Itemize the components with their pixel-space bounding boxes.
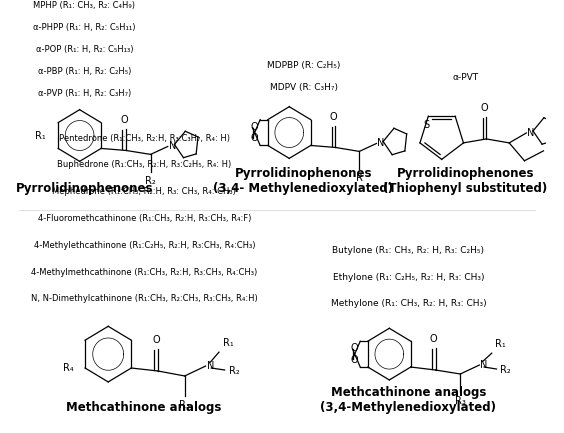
Text: O: O (120, 115, 128, 125)
Text: N: N (481, 360, 488, 370)
Text: Pyrrolidinophenones
(Thiophenyl substituted): Pyrrolidinophenones (Thiophenyl substitu… (384, 167, 548, 195)
Text: R₃: R₃ (179, 400, 190, 410)
Text: R₂: R₂ (228, 366, 239, 376)
Text: Methylone (R₁: CH₃, R₂: H, R₃: CH₃): Methylone (R₁: CH₃, R₂: H, R₃: CH₃) (331, 300, 486, 308)
Text: 4-Fluoromethcathinone (R₁:CH₃, R₂:H, R₃:CH₃, R₄:F): 4-Fluoromethcathinone (R₁:CH₃, R₂:H, R₃:… (38, 214, 251, 223)
Text: α-PBP (R₁: H, R₂: C₂H₅): α-PBP (R₁: H, R₂: C₂H₅) (38, 67, 131, 76)
Text: Pentedrone (R₁:CH₃, R₂:H, R₃:C₃H₇, R₄: H): Pentedrone (R₁:CH₃, R₂:H, R₃:C₃H₇, R₄: H… (59, 133, 230, 142)
Text: O: O (430, 334, 438, 344)
Text: N, N-Dimethylcathinone (R₁:CH₃, R₂:CH₃, R₃:CH₃, R₄:H): N, N-Dimethylcathinone (R₁:CH₃, R₂:CH₃, … (31, 294, 258, 304)
Text: S: S (424, 120, 429, 130)
Text: MDPBP (R: C₂H₅): MDPBP (R: C₂H₅) (267, 61, 340, 70)
Text: Methcathinone analogs
(3,4-Methylenedioxylated): Methcathinone analogs (3,4-Methylenediox… (320, 386, 496, 414)
Text: O: O (351, 355, 358, 365)
Text: MDPV (R: C₃H₇): MDPV (R: C₃H₇) (270, 83, 337, 92)
Text: R₃: R₃ (455, 396, 466, 406)
Text: Ethylone (R₁: C₂H₅, R₂: H, R₃: CH₃): Ethylone (R₁: C₂H₅, R₂: H, R₃: CH₃) (333, 273, 484, 281)
Text: R₂: R₂ (500, 365, 511, 375)
Text: 4-Methylethcathinone (R₁:C₂H₅, R₂:H, R₃:CH₃, R₄:CH₃): 4-Methylethcathinone (R₁:C₂H₅, R₂:H, R₃:… (34, 241, 255, 250)
Text: 4-Methylmethcathinone (R₁:CH₃, R₂:H, R₃:CH₃, R₄:CH₃): 4-Methylmethcathinone (R₁:CH₃, R₂:H, R₃:… (31, 268, 258, 277)
Text: α-PVT: α-PVT (452, 73, 479, 82)
Text: Mephedrone (R₁:CH₃, R₂:H, R₃: CH₃, R₄: CH₃): Mephedrone (R₁:CH₃, R₂:H, R₃: CH₃, R₄: C… (52, 187, 236, 196)
Text: R₁: R₁ (223, 338, 233, 348)
Text: Butylone (R₁: CH₃, R₂: H, R₃: C₂H₅): Butylone (R₁: CH₃, R₂: H, R₃: C₂H₅) (332, 246, 484, 255)
Text: N: N (527, 128, 535, 138)
Text: R₁: R₁ (495, 339, 505, 349)
Text: N: N (206, 361, 214, 371)
Text: α-POP (R₁: H, R₂: C₅H₁₃): α-POP (R₁: H, R₂: C₅H₁₃) (36, 45, 133, 54)
Text: R: R (356, 173, 363, 183)
Text: O: O (250, 133, 258, 143)
Text: N: N (377, 139, 385, 149)
Text: R₁: R₁ (36, 130, 46, 141)
Text: Pyrrolidinophenones
(3,4- Methylenedioxylated): Pyrrolidinophenones (3,4- Methylenedioxy… (214, 167, 394, 195)
Text: R₂: R₂ (146, 176, 156, 186)
Text: α-PVP (R₁: H, R₂: C₃H₇): α-PVP (R₁: H, R₂: C₃H₇) (38, 89, 131, 98)
Text: MPHP (R₁: CH₃, R₂: C₄H₉): MPHP (R₁: CH₃, R₂: C₄H₉) (33, 1, 135, 10)
Text: α-PHPP (R₁: H, R₂: C₅H₁₁): α-PHPP (R₁: H, R₂: C₅H₁₁) (33, 23, 135, 32)
Text: Buphedrone (R₁:CH₃, R₂:H, R₃:C₂H₅, R₄: H): Buphedrone (R₁:CH₃, R₂:H, R₃:C₂H₅, R₄: H… (58, 160, 232, 169)
Text: O: O (152, 335, 160, 345)
Text: Methcathinone analogs: Methcathinone analogs (66, 401, 221, 414)
Text: O: O (330, 112, 337, 122)
Text: Pyrrolidinophenones: Pyrrolidinophenones (16, 182, 153, 195)
Text: R₄: R₄ (63, 363, 73, 373)
Text: O: O (250, 122, 258, 132)
Text: O: O (481, 103, 488, 113)
Text: N: N (169, 142, 176, 152)
Text: O: O (351, 343, 358, 353)
